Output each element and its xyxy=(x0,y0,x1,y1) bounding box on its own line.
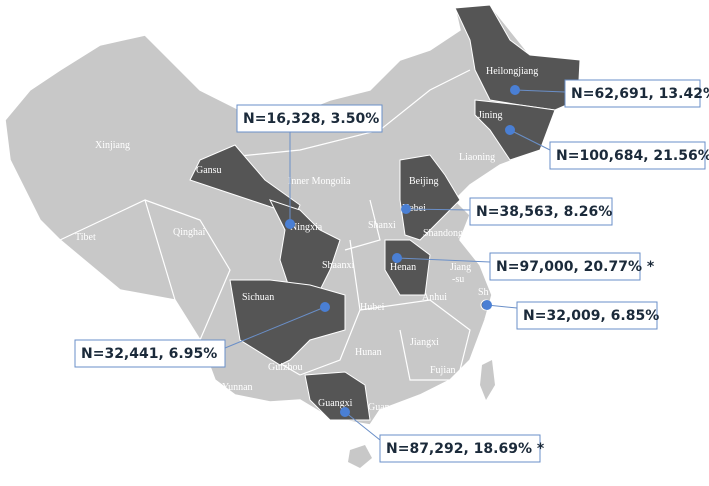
callout-text: N=100,684, 21.56% * xyxy=(556,148,709,164)
marker-dot xyxy=(510,85,520,95)
province-label: Guizhou xyxy=(268,362,302,373)
province-label: Gansu xyxy=(196,165,222,176)
province-label: Anhui xyxy=(422,292,447,303)
leader-line xyxy=(396,257,491,263)
marker-dot xyxy=(340,407,350,417)
province-label: Qinghai xyxy=(173,227,205,238)
callout-text: N=97,000, 20.77% * xyxy=(496,259,655,275)
province-label: Guangxi xyxy=(318,398,353,409)
province-borders xyxy=(59,69,471,381)
province-label: Hunan xyxy=(355,347,382,358)
province-label: Liaoning xyxy=(459,152,495,163)
marker-dot xyxy=(401,204,411,214)
beijing-hebei xyxy=(399,154,461,241)
hainan xyxy=(348,445,372,468)
callout-box xyxy=(74,339,226,368)
province-label: Hubei xyxy=(360,302,385,313)
callouts: N=62,691, 13.42% N=100,684, 21.56% * N=16,… xyxy=(74,79,709,463)
callout-text: N=32,009, 6.85% xyxy=(523,308,659,324)
province-label: Jiang xyxy=(450,262,471,273)
taiwan xyxy=(480,360,495,400)
marker-dot xyxy=(505,125,515,135)
callout-text: N=16,328, 3.50% xyxy=(243,111,379,127)
province-label: Inner Mongolia xyxy=(288,176,351,187)
province-label: Fujian xyxy=(430,365,456,376)
province-label: Sichuan xyxy=(242,292,274,303)
callout-box xyxy=(549,141,706,170)
callout-box xyxy=(564,79,701,108)
callout-box xyxy=(469,197,613,226)
province-label: Beijing xyxy=(409,176,438,187)
callout-text: N=62,691, 13.42% xyxy=(571,86,709,102)
province-label: Sh xyxy=(478,287,489,298)
province-label: Jining xyxy=(478,110,502,121)
callout-box xyxy=(379,434,541,463)
leader-line xyxy=(344,411,381,441)
province-label: Zhejiang xyxy=(484,317,520,328)
province-label: Shanxi xyxy=(368,220,396,231)
leader-line xyxy=(224,306,326,349)
callout-text: N=87,292, 18.69% * xyxy=(386,441,545,457)
province-label: Shandong xyxy=(423,228,463,239)
callout-box xyxy=(489,252,641,281)
province-label: Ningxia xyxy=(290,222,323,233)
province-label: Henan xyxy=(390,262,416,273)
leader-line xyxy=(486,304,518,309)
province-label: Hebei xyxy=(402,203,426,214)
marker-dot xyxy=(392,253,402,263)
callout-box xyxy=(516,301,658,330)
guangxi xyxy=(304,371,371,421)
province-label: Heilongjiang xyxy=(486,66,538,77)
province-label: Yunnan xyxy=(222,382,253,393)
callout-text: N=38,563, 8.26% xyxy=(476,204,612,220)
marker-dot xyxy=(285,219,295,229)
leader-line xyxy=(514,89,566,93)
province-label: Guangdong xyxy=(368,402,415,413)
leader-line xyxy=(405,208,471,211)
callout-text: N=32,441, 6.95% xyxy=(81,346,217,362)
province-label: Xinjiang xyxy=(95,140,130,151)
marker-dot xyxy=(482,300,492,310)
province-label: Jiangxi xyxy=(410,337,439,348)
leader-line xyxy=(509,129,551,151)
province-label: Tibet xyxy=(75,232,96,243)
province-labels: Xinjiang Tibet Qinghai Gansu Inner Mongolia H… xyxy=(75,66,538,413)
province-label: Shaanxi xyxy=(322,260,354,271)
marker-dot xyxy=(320,302,330,312)
province-label: -su xyxy=(452,274,464,285)
callout-box xyxy=(236,104,383,133)
